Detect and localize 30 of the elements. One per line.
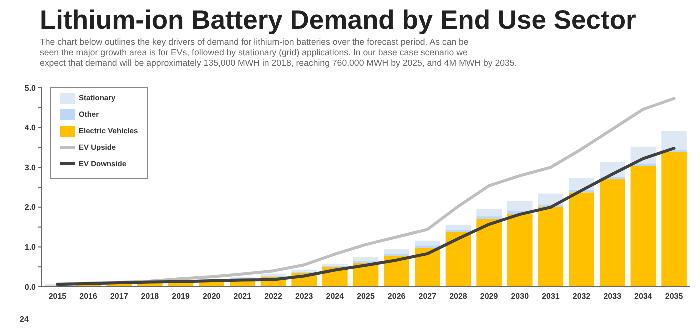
y-tick-label: 1.0 xyxy=(24,243,37,252)
x-tick-label: 2034 xyxy=(634,292,653,301)
y-tick-label: 4.0 xyxy=(24,124,37,133)
y-tick-label: 3.0 xyxy=(24,163,37,172)
x-tick-label: 2018 xyxy=(141,292,160,301)
x-tick-label: 2035 xyxy=(665,292,684,301)
text: 24 xyxy=(20,315,30,324)
chart-subtitle: The chart below outlines the key drivers of demand for lithium-ion batteries over the forecast period. As can be seen the major growth area is for EVs, followed by stationary (grid) applications. In our base case scenario we expect that demand will be approximately 135,000 MWH in 2018, reaching 760,000 MWH by 2025, and 4M MWH by 2035. xyxy=(40,37,518,68)
x-tick-label: 2029 xyxy=(480,292,499,301)
x-tick-label: 2031 xyxy=(542,292,560,301)
x-tick-label: 2021 xyxy=(234,292,252,301)
x-tick-label: 2015 xyxy=(48,292,68,301)
x-tick-label: 2025 xyxy=(357,292,376,301)
y-tick-label: 2.0 xyxy=(24,203,37,212)
x-tick-label: 2020 xyxy=(202,292,222,301)
x-tick-label: 2026 xyxy=(388,292,406,301)
y-tick-label: 5.0 xyxy=(24,84,37,93)
x-tick-label: 2022 xyxy=(264,292,283,301)
x-tick-label: 2027 xyxy=(418,292,438,301)
x-tick-label: 2019 xyxy=(172,292,190,301)
x-tick-label: 2033 xyxy=(604,292,622,301)
x-tick-label: 2023 xyxy=(295,292,314,301)
x-tick-label: 2030 xyxy=(511,292,530,301)
x-tick-label: 2028 xyxy=(450,292,468,301)
x-tick-label: 2017 xyxy=(110,292,129,301)
y-tick-label: 0.0 xyxy=(24,282,37,292)
x-tick-label: 2016 xyxy=(80,292,98,301)
chart-title: Lithium-ion Battery Demand by End Use Sector xyxy=(40,5,636,35)
x-tick-label: 2032 xyxy=(572,292,592,301)
x-tick-label: 2024 xyxy=(326,292,345,301)
